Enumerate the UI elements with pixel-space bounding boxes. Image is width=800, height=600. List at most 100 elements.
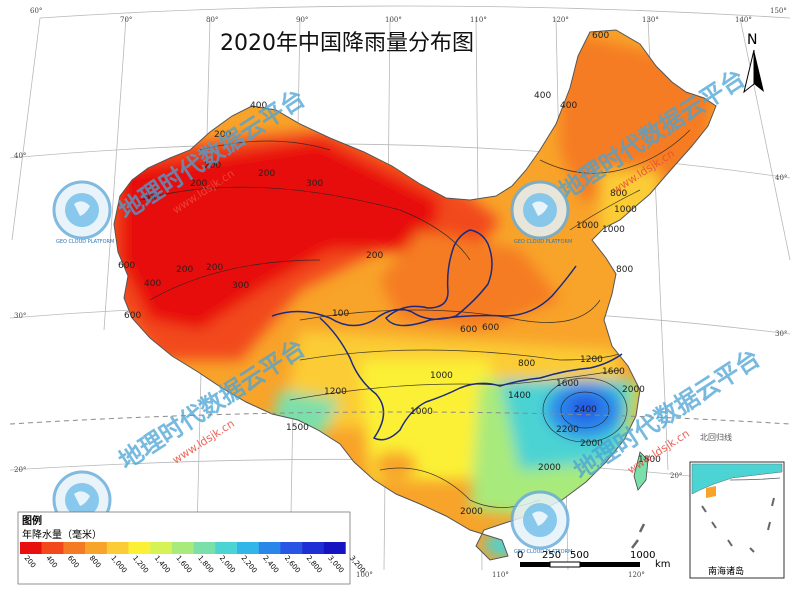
isoline-label: 1200 [580, 355, 603, 365]
isoline-label: 800 [616, 265, 633, 275]
isoline-label: 1000 [430, 371, 453, 381]
isoline-label: 1400 [508, 391, 531, 401]
scale-label: 500 [570, 550, 589, 561]
north-arrow-left [743, 49, 755, 94]
isoline-label: 600 [460, 325, 477, 335]
legend-swatch [302, 542, 324, 554]
scale-label: 1000 [630, 550, 655, 561]
scale-label: 0 [517, 550, 523, 561]
watermark-logo: GEO CLOUD PLATFORM [510, 180, 572, 245]
isoline-label: 400 [144, 279, 161, 289]
isoline [139, 186, 471, 261]
legend-swatches [20, 542, 346, 554]
lon-label: 100° [356, 571, 373, 579]
isoline [149, 259, 321, 301]
legend-swatch [323, 542, 346, 554]
lat-label: 30° [775, 330, 787, 338]
lat-label: 20° [670, 472, 682, 480]
isoline [569, 189, 641, 231]
taiwan-island [633, 451, 649, 491]
latitude-labels: 40° 30° 20° 40° 30° 20° [14, 152, 787, 480]
yellow-river [271, 229, 577, 327]
isoline-label: 400 [560, 101, 577, 111]
graticule-line [39, 5, 791, 19]
lat-label: 40° [14, 152, 26, 160]
legend-swatch [215, 542, 238, 554]
isoline-label: 1600 [602, 367, 625, 377]
zone-600b [380, 230, 560, 330]
isoline-label: 2000 [460, 507, 483, 517]
isoline-label: 200 [258, 169, 275, 179]
isoline [542, 377, 628, 443]
isoline-label: 1000 [576, 221, 599, 231]
zone-1200 [360, 360, 500, 480]
legend-swatch [171, 542, 194, 554]
legend-swatch [20, 542, 42, 554]
isoline [299, 349, 631, 361]
lon-label: 70° [120, 16, 132, 24]
zone-800-yunnan [373, 451, 417, 479]
lat-label: 30° [14, 312, 26, 320]
watermark-logo: GEO CLOUD PLATFORM [52, 180, 114, 245]
isoline-label: 400 [250, 101, 267, 111]
isoline [539, 129, 691, 174]
graticule-line [103, 17, 127, 331]
north-label: N [747, 32, 757, 48]
zone-200 [120, 140, 440, 330]
isoline-label: 200 [176, 265, 193, 275]
watermark-logo: GEO CLOUD PLATFORM [510, 490, 572, 555]
isoline-label: 300 [142, 193, 159, 203]
legend-swatch [150, 542, 173, 554]
isoline-label: 200 [366, 251, 383, 261]
legend-title: 图例 [22, 514, 42, 527]
scale-bar: 0 250 500 1000 km [517, 550, 671, 570]
isoline-label: 600 [482, 323, 499, 333]
legend-swatch [106, 542, 129, 554]
legend-swatch [258, 542, 281, 554]
north-arrow: N [743, 32, 764, 94]
isoline-label: 1500 [286, 423, 309, 433]
lon-label: 80° [206, 16, 218, 24]
lon-label: 100° [385, 16, 402, 24]
legend-subtitle: 年降水量（毫米） [22, 528, 102, 541]
graticule-line [9, 143, 791, 179]
lon-label: 130° [642, 16, 659, 24]
isoline-label: 600 [592, 31, 609, 41]
legend-swatch [280, 542, 303, 554]
isoline-label: 2000 [622, 385, 645, 395]
isoline-label: 400 [534, 91, 551, 101]
isoline-label: 2400 [574, 405, 597, 415]
legend-swatch [63, 542, 86, 554]
isoline-label: 1000 [602, 225, 625, 235]
map-title: 2020年中国降雨量分布图 [220, 31, 474, 56]
legend-swatch [85, 542, 107, 554]
isoline-label: 200 [206, 263, 223, 273]
isoline-label: 100 [332, 309, 349, 319]
isoline-label: 1600 [556, 379, 579, 389]
isoline-label: 1000 [410, 407, 433, 417]
logo-text: GEO CLOUD PLATFORM [514, 549, 572, 555]
isoline [199, 140, 331, 151]
logo-text: GEO CLOUD PLATFORM [56, 239, 114, 245]
isoline-label: 300 [232, 281, 249, 291]
isoline-label: 200 [214, 130, 231, 140]
rivers [271, 229, 623, 441]
yangtze-river [319, 317, 623, 441]
isoline-label: 600 [118, 261, 135, 271]
isoline [560, 391, 610, 429]
tropic-line [9, 411, 791, 425]
legend-swatch [41, 542, 64, 554]
lon-label: 110° [492, 571, 509, 579]
lat-label: 20° [14, 466, 26, 474]
isoline-label: 600 [124, 311, 141, 321]
tropic-of-cancer: 北回归线 [9, 411, 791, 442]
legend-swatch [128, 542, 151, 554]
lon-label: 120° [628, 571, 645, 579]
legend: 图例 年降水量（毫米） 200 400 600 800 1,000 1,200 1,400 1… [17, 511, 367, 585]
isoline-label: 2000 [580, 439, 603, 449]
isoline-label: 200 [204, 161, 221, 171]
isoline-label: 1200 [324, 387, 347, 397]
lon-label: 110° [470, 16, 487, 24]
isoline-label: 800 [518, 359, 535, 369]
